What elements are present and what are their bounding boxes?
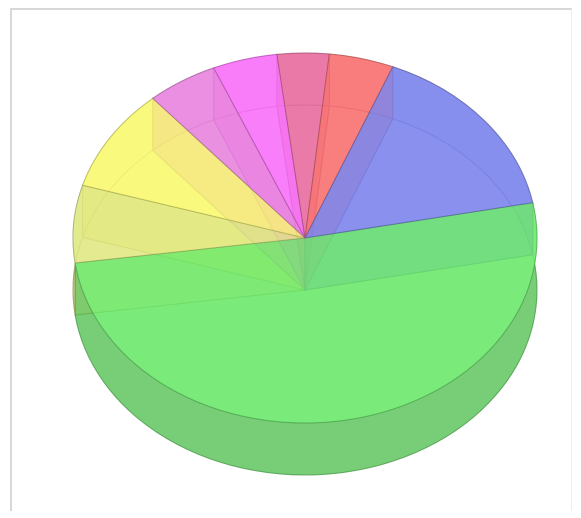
pie-slice-2 [81,97,307,239]
pie-top-layer [72,52,538,424]
pie-slice-0 [74,202,538,424]
pie-slice-7 [304,66,534,239]
